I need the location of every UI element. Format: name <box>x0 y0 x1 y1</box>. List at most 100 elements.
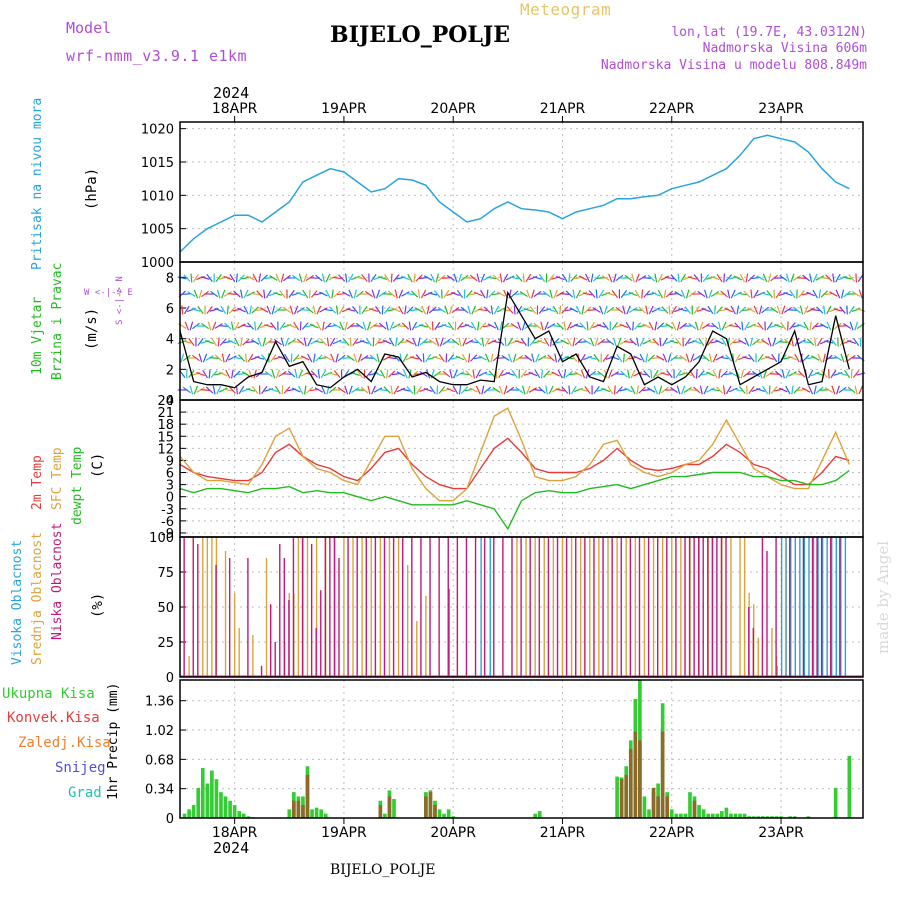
wind-arrow <box>716 273 723 283</box>
wind-arrow <box>284 353 290 363</box>
wind-arrow <box>237 307 246 313</box>
wind-arrow <box>774 323 784 329</box>
wind-arrow <box>789 289 796 299</box>
wind-arrow <box>589 321 595 331</box>
wind-arrow <box>669 340 679 344</box>
wind-arrow <box>383 386 391 394</box>
wind-arrow <box>227 293 237 295</box>
wind-arrow <box>501 355 510 361</box>
wind-arrow <box>766 321 773 331</box>
wind-arrow <box>854 385 858 395</box>
wind-arrow <box>246 275 255 281</box>
wind-arrow <box>188 338 195 346</box>
wind-arrow <box>483 386 492 394</box>
wind-arrow <box>583 306 592 314</box>
wind-arrow <box>469 387 478 393</box>
y-tick-label: 1.02 <box>145 724 174 739</box>
wind-arrow <box>811 322 819 330</box>
wind-arrow <box>724 307 734 313</box>
wind-arrow <box>411 321 418 331</box>
wind-arrow <box>677 273 680 283</box>
wind-arrow <box>280 337 285 347</box>
wind-arrow <box>480 273 486 283</box>
wind-arrow <box>510 290 519 298</box>
conv-precip-bar <box>433 805 437 818</box>
wind-arrow <box>559 305 562 315</box>
y-tick-label: 75 <box>157 566 174 581</box>
wind-arrow <box>296 291 306 297</box>
wind-arrow <box>425 353 432 363</box>
wind-arrow <box>634 289 641 299</box>
wind-arrow <box>499 321 503 331</box>
wind-arrow <box>371 289 376 299</box>
wind-arrow <box>278 371 287 377</box>
wind-arrow <box>223 291 232 297</box>
wind-arrow <box>401 275 410 281</box>
wind-arrow <box>458 273 462 283</box>
wind-arrow <box>338 305 345 315</box>
total-precip-bar <box>669 809 674 818</box>
wind-arrow <box>393 385 399 395</box>
wind-arrow <box>261 386 268 394</box>
wind-arrow <box>197 338 204 346</box>
total-precip-bar <box>615 776 619 818</box>
wind-arrow <box>628 291 638 297</box>
wind-arrow <box>712 369 718 379</box>
wind-arrow <box>685 289 690 299</box>
wind-arrow <box>524 354 533 362</box>
wind-arrow <box>560 339 570 345</box>
wind-arrow <box>182 340 192 344</box>
wind-arrow <box>477 321 480 331</box>
wind-arrow <box>198 353 203 363</box>
y-tick-label: 1015 <box>141 156 174 171</box>
wind-arrow <box>487 339 497 345</box>
wind-arrow <box>182 386 191 394</box>
wind-arrow <box>662 353 668 363</box>
wind-arrow <box>611 290 619 298</box>
wind-arrow <box>548 385 554 395</box>
wind-arrow <box>602 322 609 330</box>
y-tick-label: 21 <box>157 406 174 421</box>
wind-arrow <box>799 305 804 315</box>
wind-arrow <box>460 306 469 314</box>
wind-arrow <box>465 370 473 378</box>
wind-arrow <box>806 291 815 297</box>
wind-arrow <box>378 388 388 392</box>
wind-arrow <box>547 354 555 362</box>
wind-arrow <box>202 369 208 379</box>
wind-arrow <box>661 306 669 314</box>
wind-arrow <box>542 356 552 360</box>
wind-arrow <box>812 273 818 283</box>
wind-arrow <box>781 305 786 315</box>
wind-arrow <box>323 371 333 377</box>
x-tick-label-bottom: 18APR <box>212 825 258 841</box>
wind-arrow <box>549 289 553 299</box>
wind-arrow <box>780 321 787 331</box>
wind-arrow <box>338 274 346 282</box>
wind-arrow <box>555 388 565 392</box>
wind-arrow <box>594 337 599 347</box>
wind-arrow <box>663 289 667 299</box>
wind-arrow <box>390 385 393 395</box>
wind-arrow <box>310 290 318 298</box>
wind-arrow <box>484 353 490 363</box>
wind-arrow <box>453 273 458 283</box>
model-label: Model <box>66 19 112 37</box>
wind-arrow <box>724 323 733 329</box>
wind-arrow <box>515 274 523 282</box>
wind-arrow <box>357 353 362 363</box>
wind-arrow <box>433 290 441 298</box>
wind-arrow <box>205 355 214 361</box>
wind-arrow <box>710 291 720 297</box>
wind-arrow <box>460 274 469 282</box>
wind-arrow <box>702 274 710 282</box>
wind-arrow <box>346 322 355 330</box>
wind-arrow <box>519 291 528 297</box>
wind-arrow <box>387 356 397 360</box>
wind-arrow <box>212 385 216 395</box>
wind-arrow <box>676 385 681 395</box>
wind-arrow <box>838 372 847 376</box>
wind-arrow <box>287 370 296 378</box>
wind-arrow <box>228 386 236 394</box>
wind-arrow <box>497 338 505 346</box>
